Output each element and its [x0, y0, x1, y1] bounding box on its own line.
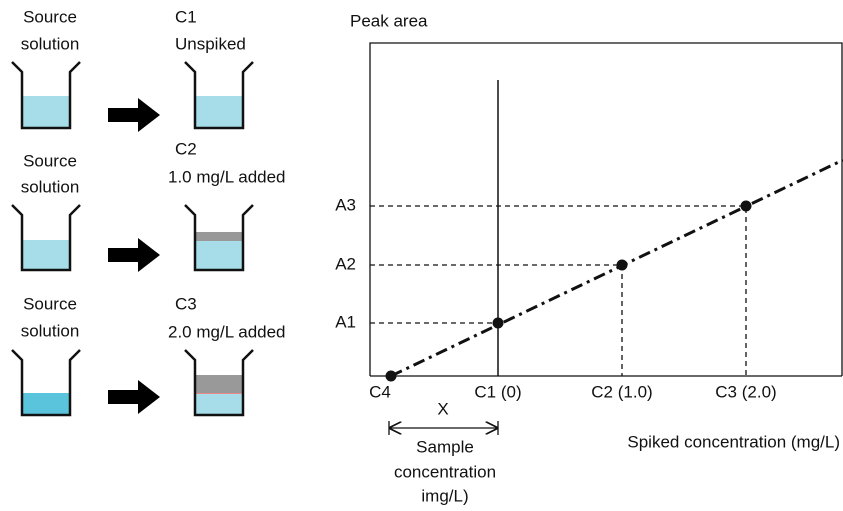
regression-line — [390, 158, 843, 378]
x-axis-label: Spiked concentration (mg/L) — [627, 432, 840, 451]
beaker — [11, 61, 81, 130]
x-label: C3 (2.0) — [715, 382, 776, 401]
beaker — [184, 204, 254, 272]
liquid — [22, 240, 70, 270]
result-label: C1 — [175, 7, 197, 26]
y-label: A1 — [335, 312, 356, 331]
y-axis-label: Peak area — [350, 11, 428, 30]
frame — [369, 42, 843, 376]
source-label: Source — [23, 7, 77, 26]
point — [385, 370, 397, 382]
step-3: Source solution C3 2.0 mg/L added — [11, 294, 286, 417]
point — [616, 259, 628, 271]
arrow — [108, 238, 160, 272]
source-label: solution — [21, 321, 80, 340]
point — [740, 200, 752, 212]
graph: Peak area A1 A2 A3 C4 C1 (0) C2 (1.0) C3… — [335, 11, 843, 505]
interval-caption: img/L) — [421, 486, 468, 505]
source-label: Source — [23, 294, 77, 313]
result-label: C2 — [175, 139, 197, 158]
result-label: 2.0 mg/L added — [168, 322, 286, 341]
source-label: solution — [21, 34, 80, 53]
liquid — [22, 393, 70, 415]
interval-caption: concentration — [394, 462, 496, 481]
result-label: 1.0 mg/L added — [168, 167, 286, 186]
source-label: Source — [23, 151, 77, 170]
liquid — [22, 96, 70, 128]
interval-label: X — [437, 399, 448, 418]
beaker — [11, 204, 81, 272]
step-2: Source solution C2 1.0 mg/L added — [11, 139, 286, 272]
result-label: C3 — [175, 294, 197, 313]
beaker — [11, 349, 81, 417]
spike-layer — [195, 375, 243, 393]
beaker — [184, 61, 254, 130]
x-label: C4 — [369, 382, 391, 401]
result-label: Unspiked — [175, 34, 246, 53]
liquid — [195, 241, 243, 270]
guide-lines — [370, 205, 747, 376]
source-label: solution — [21, 177, 80, 196]
y-label: A3 — [335, 195, 356, 214]
arrow — [108, 380, 160, 414]
x-label: C2 (1.0) — [591, 382, 652, 401]
x-label: C1 (0) — [474, 382, 521, 401]
point — [492, 317, 504, 329]
interval-caption: Sample — [416, 437, 474, 456]
spike-layer — [195, 232, 243, 241]
y-label: A2 — [335, 254, 356, 273]
liquid — [195, 394, 243, 415]
step-1: Source solution C1 Unspiked — [11, 7, 254, 132]
liquid — [195, 96, 243, 128]
arrow — [108, 98, 160, 132]
beaker — [184, 349, 254, 417]
